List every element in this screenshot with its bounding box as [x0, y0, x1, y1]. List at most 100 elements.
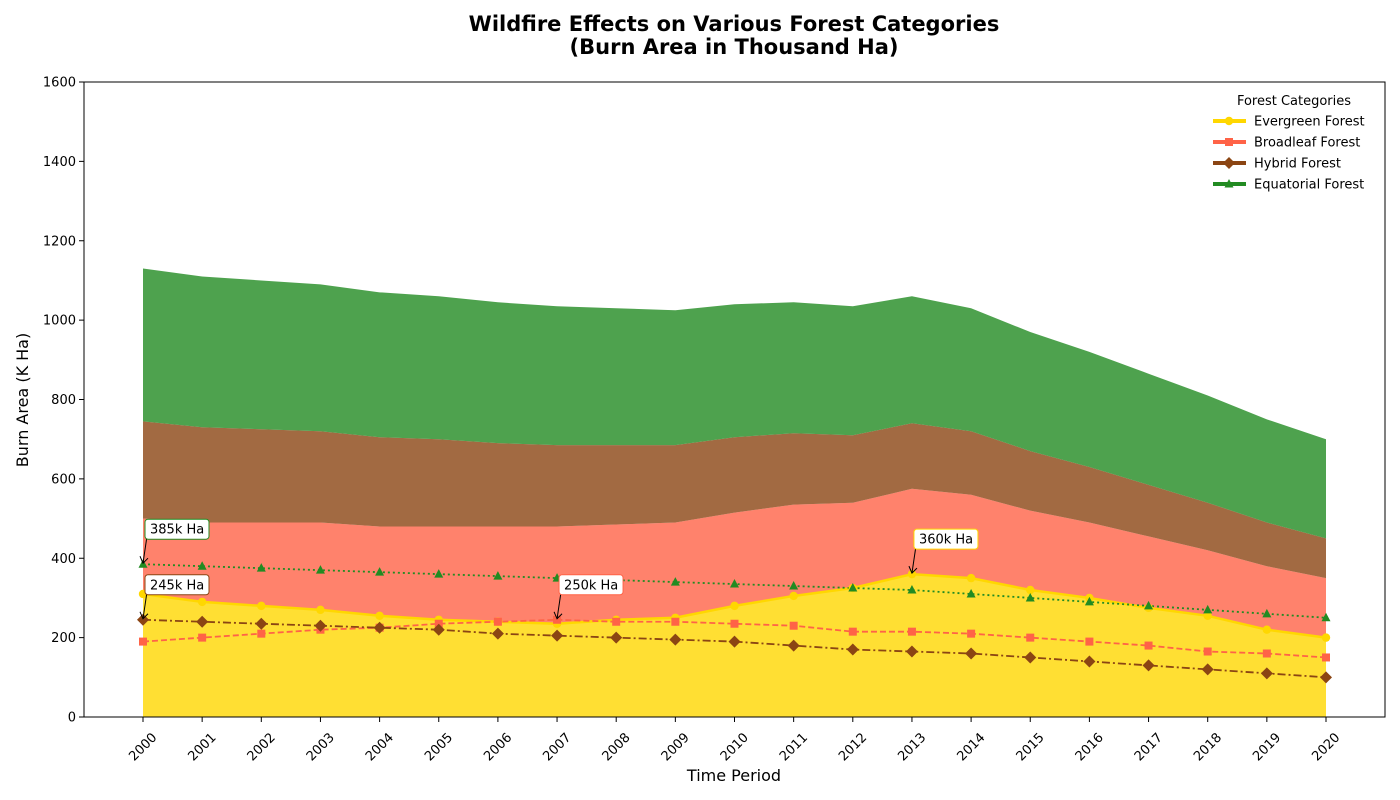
annotation-box: [558, 574, 624, 596]
point-evergreen-forest-2015: [1026, 585, 1035, 595]
y-axis: 0 200 400 600 800 1000 1200 1400 1600: [43, 76, 84, 726]
point-equatorial-forest-2002: [256, 563, 266, 572]
point-equatorial-forest-2015: [1025, 592, 1035, 602]
annotation-arrowhead: [908, 565, 918, 575]
point-equatorial-forest-2016: [1084, 596, 1094, 606]
point-hybrid-forest-2003: [314, 619, 327, 632]
point-broadleaf-forest-2009: [671, 617, 680, 626]
point-broadleaf-forest-2010: [730, 619, 739, 628]
point-broadleaf-forest-2008: [612, 617, 621, 626]
point-broadleaf-forest-2014: [967, 629, 976, 638]
y-tick-label: 400: [51, 552, 76, 567]
point-hybrid-forest-2012: [846, 643, 859, 656]
legend-label-evergreen-forest: Evergreen Forest: [1254, 115, 1365, 130]
point-broadleaf-forest-2013: [907, 627, 916, 636]
y-tick-label: 200: [51, 631, 76, 646]
point-hybrid-forest-2000: [137, 613, 149, 626]
annotation-arrow: [556, 591, 562, 619]
point-evergreen-forest-2011: [789, 591, 798, 601]
legend-label-hybrid-forest: Hybrid Forest: [1254, 157, 1341, 172]
annotation-box: [144, 574, 210, 596]
series-markers: [137, 559, 1332, 684]
annotation-arrowhead: [139, 556, 149, 565]
y-tick-label: 1000: [43, 314, 76, 329]
point-evergreen-forest-2001: [197, 597, 207, 607]
legend-marker-equatorial-forest: [1224, 179, 1234, 188]
point-equatorial-forest-2009: [670, 577, 680, 586]
legend-marker-evergreen-forest: [1224, 116, 1234, 126]
area-broadleaf-forest: [143, 488, 1326, 638]
annotation-label: 360k Ha: [919, 533, 973, 548]
annotation-label: 245k Ha: [150, 578, 204, 593]
y-tick-label: 1200: [43, 234, 76, 249]
chart-title-line2: (Burn Area in Thousand Ha): [570, 35, 899, 59]
point-equatorial-forest-2005: [434, 569, 444, 578]
point-broadleaf-forest-2017: [1144, 641, 1153, 650]
point-evergreen-forest-2019: [1262, 625, 1272, 634]
point-equatorial-forest-2018: [1203, 604, 1213, 614]
point-equatorial-forest-2001: [197, 561, 207, 570]
point-broadleaf-forest-2007: [553, 615, 562, 624]
point-evergreen-forest-2010: [730, 601, 739, 611]
point-equatorial-forest-2003: [315, 565, 325, 574]
annotation-label: 385k Ha: [150, 523, 204, 538]
point-evergreen-forest-2020: [1321, 633, 1331, 642]
point-equatorial-forest-2012: [848, 583, 858, 592]
point-broadleaf-forest-2006: [493, 617, 502, 626]
point-equatorial-forest-2006: [493, 571, 503, 580]
area-equatorial-forest: [143, 268, 1326, 539]
point-equatorial-forest-2014: [966, 588, 976, 598]
chart-title-line1: Wildfire Effects on Various Forest Categ…: [469, 12, 1000, 36]
point-evergreen-forest-2018: [1203, 611, 1212, 620]
point-evergreen-forest-2002: [257, 601, 266, 611]
point-broadleaf-forest-2018: [1203, 647, 1212, 656]
point-evergreen-forest-2014: [966, 573, 976, 583]
point-broadleaf-forest-2012: [848, 627, 857, 636]
point-hybrid-forest-2015: [1024, 651, 1037, 664]
point-broadleaf-forest-2000: [139, 637, 147, 646]
point-hybrid-forest-2020: [1320, 671, 1332, 684]
point-hybrid-forest-2016: [1083, 655, 1096, 668]
point-hybrid-forest-2010: [728, 635, 741, 648]
point-hybrid-forest-2007: [551, 629, 564, 642]
point-hybrid-forest-2013: [905, 645, 918, 658]
y-tick-label: 1600: [43, 76, 76, 91]
point-equatorial-forest-2013: [907, 585, 917, 594]
point-hybrid-forest-2017: [1142, 659, 1155, 672]
point-hybrid-forest-2014: [965, 647, 978, 660]
legend: Forest Categories Evergreen Forest Broadl…: [1213, 94, 1365, 193]
point-hybrid-forest-2004: [373, 621, 386, 634]
annotation-arrow: [911, 546, 917, 574]
annotation-box: [144, 518, 210, 540]
annotations: 385k Ha 245k Ha 250k Ha 360k Ha: [139, 518, 979, 620]
line-hybrid-forest: [142, 618, 1327, 679]
point-equatorial-forest-2019: [1262, 608, 1272, 618]
point-broadleaf-forest-2015: [1026, 633, 1035, 642]
y-tick-label: 1400: [43, 155, 76, 170]
annotation-arrow: [142, 591, 148, 619]
point-evergreen-forest-2004: [375, 611, 384, 620]
legend-label-equatorial-forest: Equatorial Forest: [1254, 178, 1364, 193]
area-hybrid-forest: [143, 421, 1326, 579]
point-broadleaf-forest-2001: [198, 633, 207, 642]
point-hybrid-forest-2001: [196, 615, 209, 628]
point-hybrid-forest-2006: [491, 627, 504, 640]
point-broadleaf-forest-2011: [789, 621, 798, 630]
x-axis-label: Time Period: [686, 766, 781, 785]
annotation-arrow: [142, 536, 148, 564]
point-equatorial-forest-2020: [1321, 612, 1331, 622]
y-tick-label: 800: [51, 393, 76, 408]
annotation-box: [913, 528, 979, 550]
point-hybrid-forest-2018: [1201, 663, 1214, 676]
point-broadleaf-forest-2020: [1322, 653, 1330, 662]
point-equatorial-forest-2004: [375, 567, 385, 576]
annotation-arrowhead: [139, 611, 149, 620]
point-equatorial-forest-2011: [789, 581, 799, 590]
point-equatorial-forest-2010: [730, 579, 739, 588]
point-hybrid-forest-2005: [432, 623, 445, 636]
point-hybrid-forest-2009: [669, 633, 682, 646]
point-hybrid-forest-2019: [1260, 667, 1273, 680]
point-equatorial-forest-2017: [1144, 600, 1154, 610]
legend-marker-broadleaf-forest: [1225, 138, 1233, 146]
